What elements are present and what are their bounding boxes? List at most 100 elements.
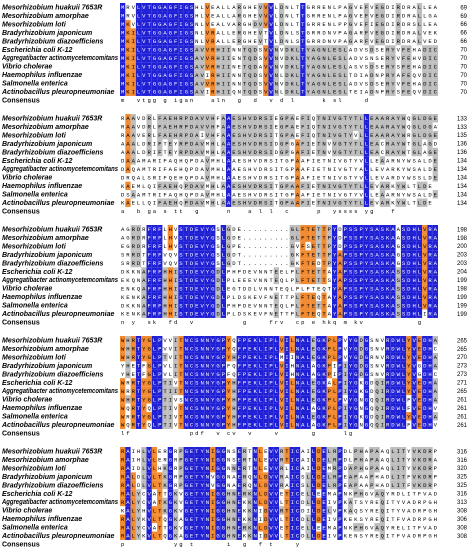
residue-number: 271 bbox=[457, 381, 468, 387]
residue-shade bbox=[358, 181, 364, 191]
residue-shade bbox=[358, 284, 364, 293]
residue-number: 66 bbox=[460, 22, 467, 28]
residue-shade bbox=[178, 361, 184, 370]
residue-shade bbox=[300, 241, 306, 251]
residue-shade bbox=[173, 181, 179, 191]
residue-shade bbox=[374, 114, 380, 123]
residue-shade bbox=[173, 284, 179, 293]
residue-shade bbox=[220, 87, 226, 96]
residue-shade bbox=[173, 344, 179, 353]
residue-shade bbox=[268, 395, 274, 404]
residue-shade bbox=[342, 147, 348, 157]
residue-shade bbox=[395, 361, 401, 370]
residue-shade bbox=[178, 3, 184, 12]
residue-shade bbox=[289, 225, 295, 234]
residue-shade bbox=[263, 147, 269, 157]
residue-number: 273 bbox=[457, 364, 468, 370]
residue-shade bbox=[268, 62, 274, 71]
residue-shade bbox=[268, 181, 274, 191]
residue-shade bbox=[194, 386, 200, 396]
residue-shade bbox=[284, 147, 290, 157]
species-name: Mesorhizobium loti bbox=[2, 465, 67, 472]
residue-shade bbox=[321, 79, 327, 88]
residue-shade bbox=[162, 181, 168, 191]
residue-shade bbox=[432, 190, 438, 199]
residue-shade bbox=[411, 258, 417, 268]
residue-shade bbox=[411, 301, 417, 310]
residue-shade bbox=[326, 181, 332, 191]
residue-shade bbox=[252, 79, 258, 88]
residue-shade bbox=[347, 11, 354, 20]
residue-shade bbox=[390, 147, 396, 157]
residue-shade bbox=[263, 70, 269, 80]
residue-shade bbox=[252, 19, 258, 29]
residue-shade bbox=[400, 258, 407, 268]
residue-shade bbox=[173, 309, 179, 318]
residue-shade bbox=[395, 301, 401, 310]
residue-shade bbox=[390, 241, 396, 251]
residue-shade bbox=[151, 3, 158, 12]
species-name: Bradyrhizobium japonicum bbox=[2, 141, 92, 148]
residue-shade bbox=[305, 62, 311, 71]
residue-shade bbox=[120, 53, 126, 63]
residue-shade bbox=[332, 233, 338, 242]
residue-shade bbox=[157, 79, 163, 88]
residue-shade bbox=[342, 258, 348, 268]
residue-shade bbox=[374, 3, 380, 12]
residue-shade bbox=[120, 79, 126, 88]
residue-shade bbox=[395, 309, 401, 318]
residue-shade bbox=[300, 378, 306, 387]
residue-shade bbox=[300, 79, 306, 88]
residue-number: 70 bbox=[460, 64, 467, 70]
residue-shade bbox=[183, 70, 189, 80]
residue-shade bbox=[204, 309, 211, 318]
residue-shade bbox=[231, 181, 237, 191]
residue-shade bbox=[183, 258, 189, 268]
residue-shade bbox=[310, 352, 317, 362]
residue-shade bbox=[173, 352, 179, 362]
residue-number: 136 bbox=[457, 150, 468, 156]
residue-number: 261 bbox=[457, 406, 468, 412]
residue-shade bbox=[353, 292, 359, 302]
residue-number: 134 bbox=[457, 159, 468, 165]
residue-shade bbox=[188, 181, 195, 191]
residue-shade bbox=[135, 3, 142, 12]
residue-shade bbox=[432, 53, 438, 63]
residue-shade bbox=[194, 45, 200, 54]
residue-number: 136 bbox=[457, 142, 468, 148]
residue-shade bbox=[353, 267, 359, 276]
residue-shade bbox=[279, 3, 285, 12]
residue-shade bbox=[178, 130, 184, 140]
residue-shade bbox=[416, 275, 423, 285]
residue-shade bbox=[427, 147, 433, 157]
residue-shade bbox=[210, 241, 216, 251]
residue-shade bbox=[146, 395, 152, 404]
residue-shade bbox=[400, 130, 407, 140]
residue-shade bbox=[406, 361, 412, 370]
residue-shade bbox=[231, 114, 237, 123]
residue-shade bbox=[321, 267, 327, 276]
residue-shade bbox=[374, 11, 380, 20]
consensus-label: Consensus bbox=[2, 97, 40, 104]
residue-shade bbox=[326, 233, 332, 242]
residue-shade bbox=[294, 301, 301, 310]
residue-shade bbox=[284, 344, 290, 353]
residue-shade bbox=[231, 378, 237, 387]
residue-shade bbox=[416, 292, 423, 302]
residue-number: 69 bbox=[460, 5, 467, 11]
residue-shade bbox=[125, 361, 131, 370]
residue-shade bbox=[416, 3, 423, 12]
residue-number: 134 bbox=[457, 175, 468, 181]
residue-shade bbox=[279, 122, 285, 131]
residue-shade bbox=[332, 241, 338, 251]
residue-shade bbox=[316, 336, 322, 345]
residue-shade bbox=[385, 233, 391, 242]
residue-shade bbox=[316, 250, 322, 259]
residue-shade bbox=[390, 352, 396, 362]
residue-shade bbox=[263, 79, 269, 88]
residue-shade bbox=[294, 173, 301, 182]
residue-shade bbox=[316, 344, 322, 353]
residue-shade bbox=[332, 122, 338, 131]
residue-shade bbox=[342, 267, 348, 276]
